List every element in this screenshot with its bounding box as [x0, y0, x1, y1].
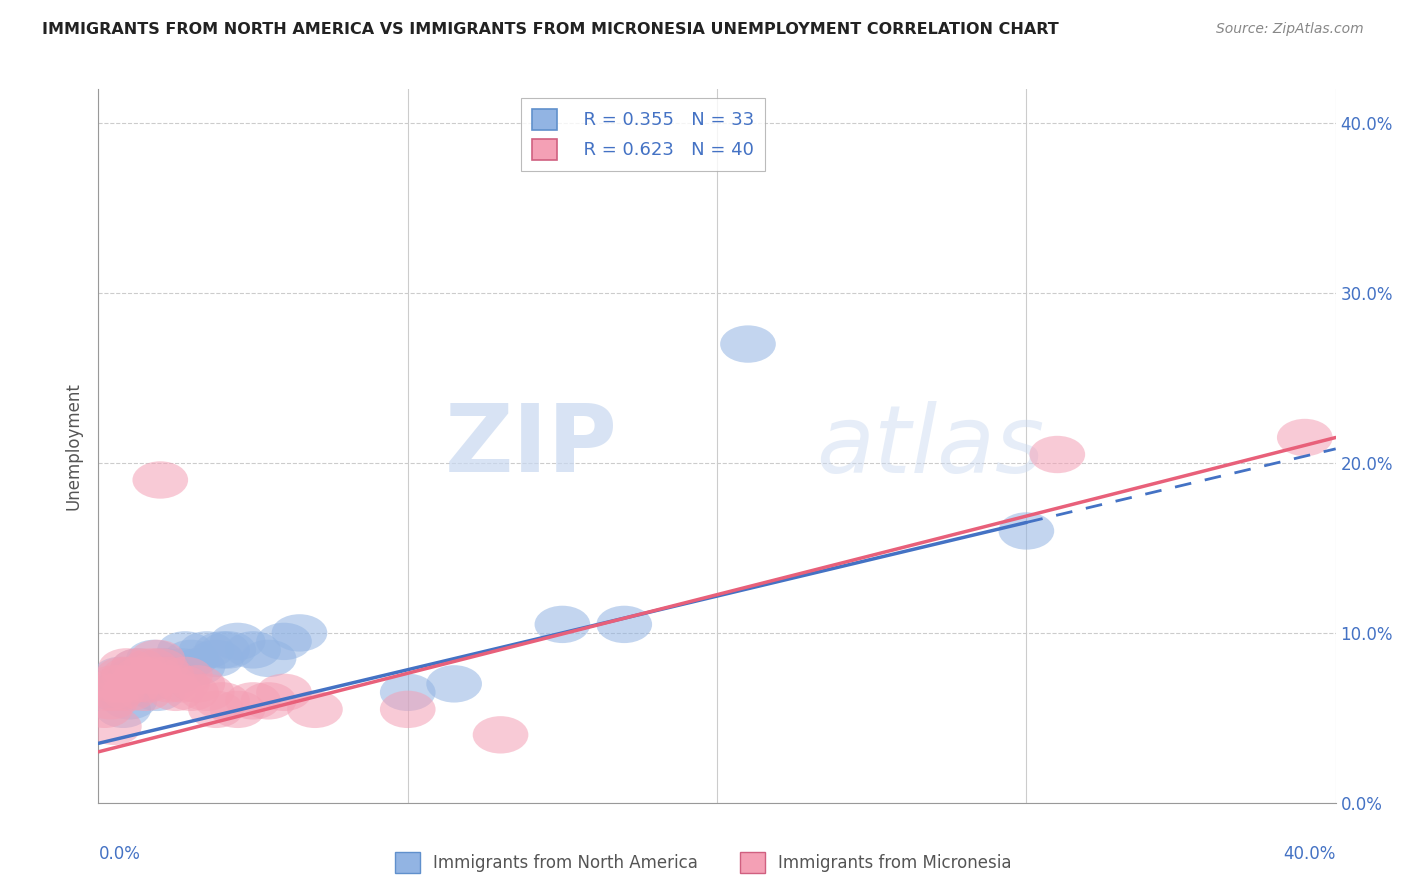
Ellipse shape — [86, 673, 142, 711]
Ellipse shape — [93, 657, 148, 694]
Ellipse shape — [127, 657, 181, 694]
Text: atlas: atlas — [815, 401, 1045, 491]
Ellipse shape — [80, 673, 135, 711]
Ellipse shape — [240, 640, 297, 677]
Legend: Immigrants from North America, Immigrants from Micronesia: Immigrants from North America, Immigrant… — [388, 846, 1018, 880]
Ellipse shape — [225, 632, 281, 669]
Ellipse shape — [93, 665, 148, 703]
Ellipse shape — [98, 648, 155, 686]
Ellipse shape — [209, 690, 266, 728]
Ellipse shape — [139, 648, 194, 686]
Ellipse shape — [120, 665, 176, 703]
Ellipse shape — [179, 673, 235, 711]
Ellipse shape — [596, 606, 652, 643]
Ellipse shape — [77, 690, 132, 728]
Ellipse shape — [240, 682, 297, 720]
Ellipse shape — [98, 665, 155, 703]
Ellipse shape — [148, 657, 204, 694]
Ellipse shape — [1029, 436, 1085, 473]
Ellipse shape — [170, 648, 225, 686]
Ellipse shape — [86, 707, 142, 745]
Ellipse shape — [96, 690, 150, 728]
Ellipse shape — [170, 665, 225, 703]
Ellipse shape — [101, 673, 157, 711]
Ellipse shape — [142, 665, 197, 703]
Ellipse shape — [117, 665, 173, 703]
Ellipse shape — [157, 657, 212, 694]
Ellipse shape — [114, 657, 170, 694]
Ellipse shape — [111, 648, 166, 686]
Ellipse shape — [127, 640, 181, 677]
Ellipse shape — [534, 606, 591, 643]
Ellipse shape — [225, 682, 281, 720]
Ellipse shape — [163, 640, 219, 677]
Ellipse shape — [194, 682, 250, 720]
Text: 40.0%: 40.0% — [1284, 846, 1336, 863]
Ellipse shape — [155, 648, 209, 686]
Ellipse shape — [132, 648, 188, 686]
Ellipse shape — [287, 690, 343, 728]
Ellipse shape — [998, 512, 1054, 549]
Ellipse shape — [120, 657, 176, 694]
Ellipse shape — [472, 716, 529, 754]
Ellipse shape — [201, 632, 256, 669]
Ellipse shape — [86, 665, 142, 703]
Ellipse shape — [148, 673, 204, 711]
Text: 0.0%: 0.0% — [98, 846, 141, 863]
Ellipse shape — [139, 657, 194, 694]
Legend:   R = 0.355   N = 33,   R = 0.623   N = 40: R = 0.355 N = 33, R = 0.623 N = 40 — [522, 98, 765, 170]
Ellipse shape — [380, 673, 436, 711]
Y-axis label: Unemployment: Unemployment — [65, 382, 83, 510]
Ellipse shape — [108, 665, 163, 703]
Ellipse shape — [271, 615, 328, 651]
Text: IMMIGRANTS FROM NORTH AMERICA VS IMMIGRANTS FROM MICRONESIA UNEMPLOYMENT CORRELA: IMMIGRANTS FROM NORTH AMERICA VS IMMIGRA… — [42, 22, 1059, 37]
Ellipse shape — [96, 657, 150, 694]
Ellipse shape — [89, 673, 145, 711]
Ellipse shape — [101, 682, 157, 720]
Ellipse shape — [1277, 419, 1333, 456]
Ellipse shape — [188, 690, 243, 728]
Ellipse shape — [108, 657, 163, 694]
Ellipse shape — [194, 632, 250, 669]
Ellipse shape — [132, 648, 188, 686]
Text: Source: ZipAtlas.com: Source: ZipAtlas.com — [1216, 22, 1364, 37]
Ellipse shape — [188, 640, 243, 677]
Ellipse shape — [179, 632, 235, 669]
Ellipse shape — [132, 461, 188, 499]
Ellipse shape — [117, 673, 173, 711]
Ellipse shape — [124, 648, 179, 686]
Ellipse shape — [157, 632, 212, 669]
Ellipse shape — [129, 640, 186, 677]
Ellipse shape — [83, 682, 139, 720]
Ellipse shape — [111, 648, 166, 686]
Text: ZIP: ZIP — [446, 400, 619, 492]
Ellipse shape — [256, 673, 312, 711]
Ellipse shape — [720, 326, 776, 363]
Ellipse shape — [426, 665, 482, 703]
Ellipse shape — [129, 673, 186, 711]
Ellipse shape — [256, 623, 312, 660]
Ellipse shape — [209, 623, 266, 660]
Ellipse shape — [163, 673, 219, 711]
Ellipse shape — [101, 657, 157, 694]
Ellipse shape — [155, 665, 209, 703]
Ellipse shape — [380, 690, 436, 728]
